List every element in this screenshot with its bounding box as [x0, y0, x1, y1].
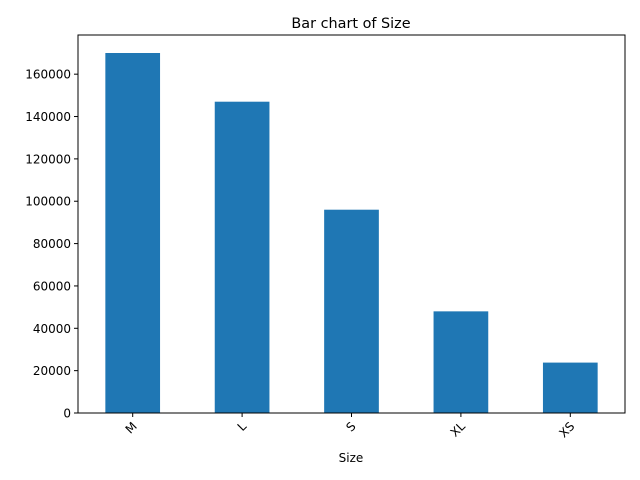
- bar-l: [214, 101, 270, 414]
- chart-title: Bar chart of Size: [291, 16, 410, 32]
- bars-group: [105, 53, 598, 414]
- bar-s: [324, 209, 379, 413]
- y-tick-label: 60000: [33, 279, 71, 293]
- y-tick-label: 40000: [33, 322, 71, 336]
- y-tick-label: 80000: [33, 237, 71, 251]
- plot-frame: [77, 34, 626, 414]
- y-axis: 0 20000 40000 60000 80000 100000 120000 140000 1…: [25, 68, 78, 421]
- y-tick-label: 0: [63, 407, 71, 421]
- x-tick-label: M: [123, 419, 140, 436]
- bar-xl: [433, 311, 489, 413]
- x-tick-label: L: [235, 419, 250, 434]
- y-tick-label: 120000: [25, 152, 71, 166]
- bar-m: [105, 53, 161, 413]
- x-axis-label: Size: [339, 451, 364, 465]
- x-tick-label: XS: [556, 419, 577, 440]
- y-tick-label: 100000: [25, 195, 71, 209]
- x-tick-label: S: [343, 419, 358, 434]
- y-tick-label: 20000: [33, 364, 71, 378]
- x-tick-label: XL: [448, 419, 469, 440]
- bar-xs: [542, 362, 598, 413]
- x-axis: M L S XL XS: [123, 413, 577, 440]
- y-tick-label: 160000: [25, 68, 71, 82]
- y-tick-label: 140000: [25, 110, 71, 124]
